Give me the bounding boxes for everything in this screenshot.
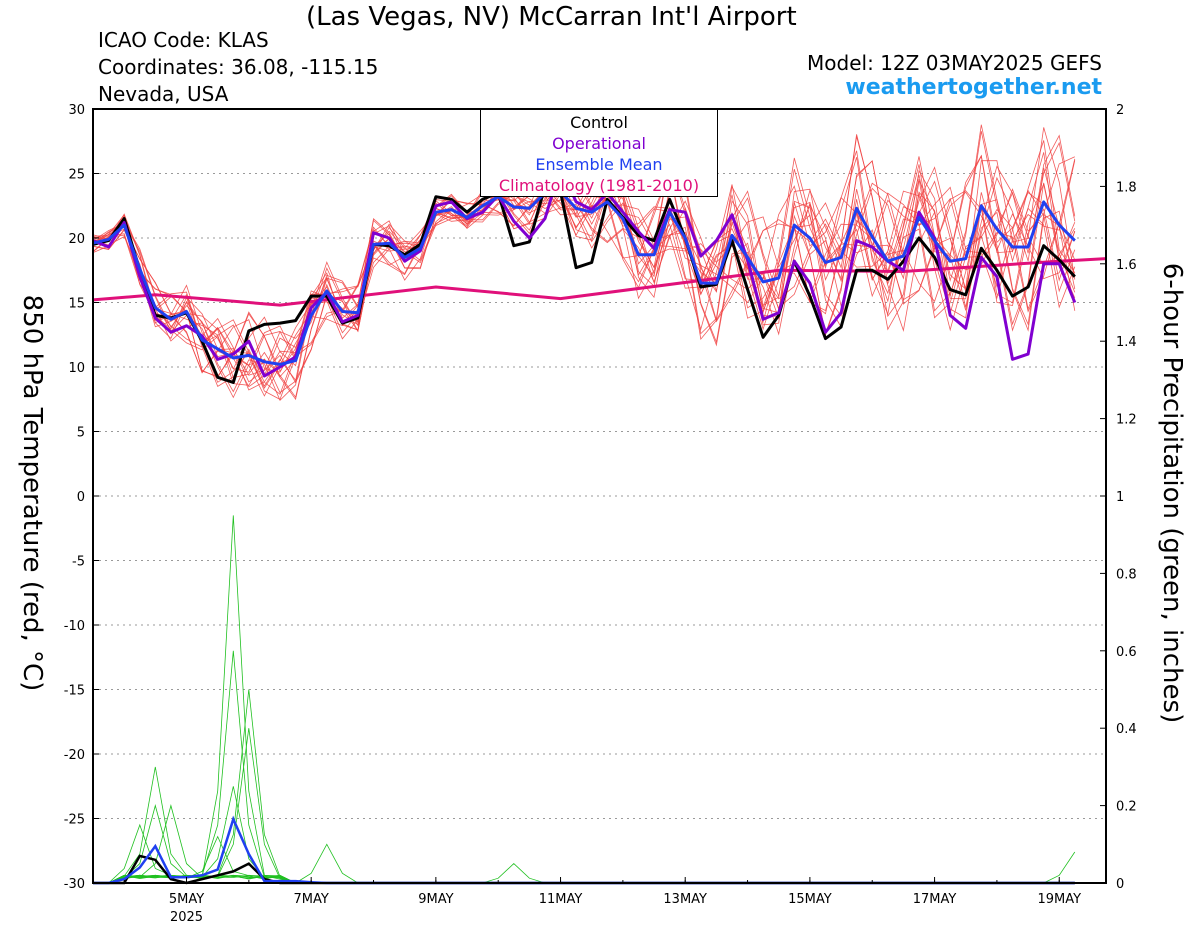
- temp-control-line: [92, 184, 1076, 384]
- y2-tick-label: 0.2: [1116, 800, 1137, 815]
- y-axis-label-left: 850 hPa Temperature (red, °C): [17, 294, 47, 692]
- x-tick-label: 19MAY: [1037, 892, 1081, 907]
- y2-tick-label: 1.8: [1116, 180, 1137, 195]
- y-tick-label: 25: [68, 168, 85, 183]
- precip-members: [93, 515, 1076, 884]
- legend-mean: Ensemble Mean: [535, 155, 663, 174]
- x-tick-label: 13MAY: [663, 892, 707, 907]
- y2-tick-label: 1: [1116, 490, 1124, 505]
- y-tick-label: -30: [64, 877, 85, 892]
- legend-control: Control: [570, 113, 628, 132]
- precip-member-line: [93, 689, 1075, 884]
- region: Nevada, USA: [98, 82, 229, 106]
- temp-mean-line: [92, 190, 1076, 366]
- y2-tick-label: 2: [1116, 103, 1124, 118]
- x-tick-label: 11MAY: [539, 892, 583, 907]
- y2-tick-label: 1.6: [1116, 258, 1137, 273]
- y2-tick-label: 1.2: [1116, 413, 1137, 428]
- temp-member-line: [92, 154, 1076, 391]
- y-tick-label: 30: [68, 103, 85, 118]
- y2-tick-label: 0: [1116, 877, 1124, 892]
- x-tick-label: 5MAY: [169, 892, 204, 907]
- legend: Control Operational Ensemble Mean Climat…: [480, 109, 718, 197]
- x-tick-label: 15MAY: [788, 892, 832, 907]
- y2-tick-label: 1.4: [1116, 335, 1137, 350]
- x-tick-label: 9MAY: [418, 892, 453, 907]
- x-tick-label: 7MAY: [294, 892, 329, 907]
- y2-tick-label: 0.4: [1116, 722, 1137, 737]
- y-tick-label: 5: [77, 426, 85, 441]
- legend-operational: Operational: [552, 134, 646, 153]
- legend-climatology: Climatology (1981-2010): [498, 176, 700, 195]
- precip-member-line: [93, 515, 1075, 884]
- icao-code: ICAO Code: KLAS: [98, 28, 269, 52]
- precip-control-line: [93, 854, 1075, 885]
- main-series: [92, 165, 1107, 885]
- y2-tick-label: 0.8: [1116, 567, 1137, 582]
- coordinates: Coordinates: 36.08, -115.15: [98, 55, 379, 79]
- y-tick-label: 0: [77, 490, 85, 505]
- y-tick-label: -20: [64, 748, 85, 763]
- x-tick-label: 17MAY: [913, 892, 957, 907]
- site-link[interactable]: weathertogether.net: [845, 75, 1102, 100]
- y-tick-label: 15: [68, 297, 85, 312]
- y-tick-label: -15: [64, 684, 85, 699]
- precip-member-line: [93, 728, 1075, 884]
- axes: 302520151050-5-10-15-20-25-3021.81.61.41…: [64, 103, 1137, 925]
- chart-title: (Las Vegas, NV) McCarran Int'l Airport: [306, 2, 797, 32]
- x-year-label: 2025: [170, 910, 203, 925]
- temp-member-line: [92, 127, 1076, 373]
- y-tick-label: -25: [64, 813, 85, 828]
- climatology-line: [92, 257, 1107, 307]
- y-tick-label: -5: [72, 555, 85, 570]
- y2-tick-label: 0.6: [1116, 645, 1137, 660]
- temp-member-line: [92, 154, 1076, 384]
- model-run: Model: 12Z 03MAY2025 GEFS: [807, 51, 1102, 75]
- y-tick-label: -10: [64, 619, 85, 634]
- y-tick-label: 10: [68, 361, 85, 376]
- temp-member-line: [92, 162, 1076, 401]
- y-axis-label-right: 6-hour Precipitation (green, inches): [1157, 262, 1187, 724]
- precip-member-line: [93, 766, 1075, 884]
- y-tick-label: 20: [68, 232, 85, 247]
- temp-member-line: [92, 166, 1076, 400]
